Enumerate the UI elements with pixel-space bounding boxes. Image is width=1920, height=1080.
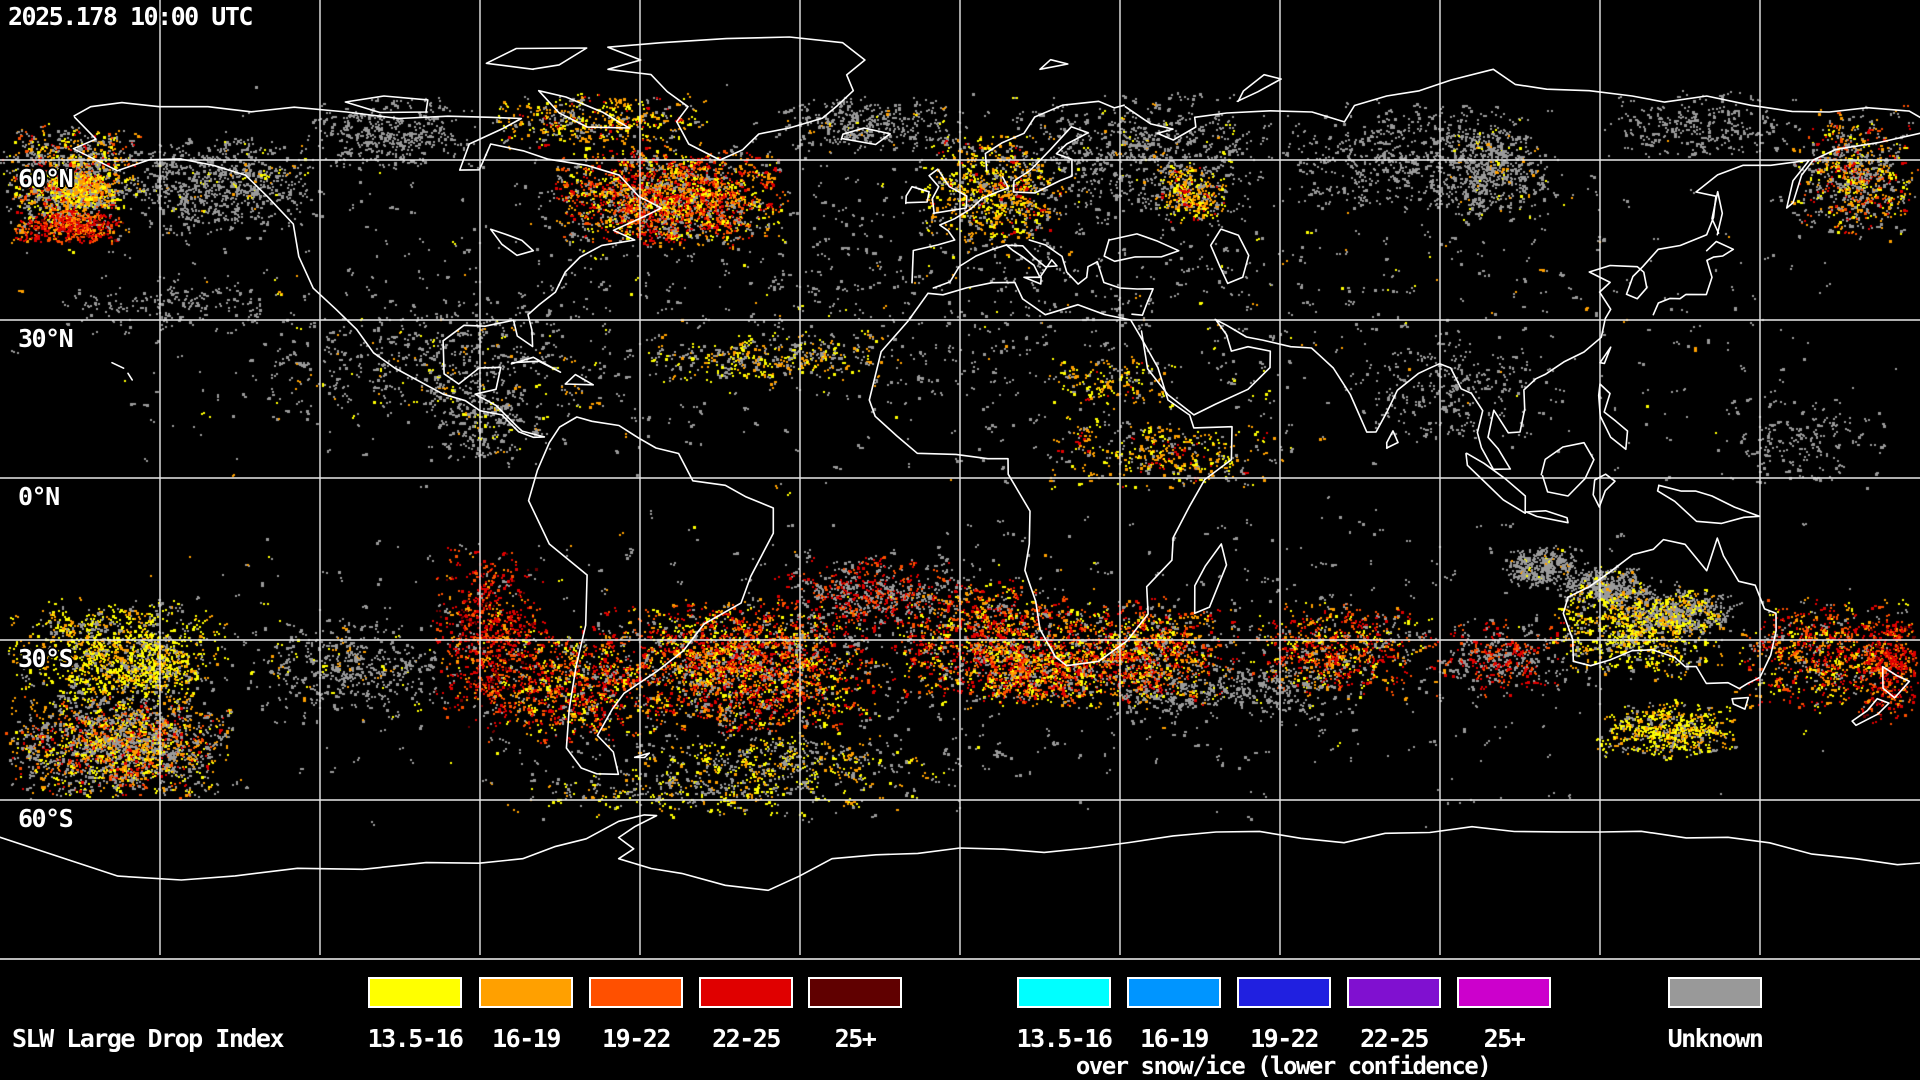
legend-swatch-std-16-19 bbox=[479, 977, 573, 1008]
legend-swatch-snowice-22-25 bbox=[1347, 977, 1441, 1008]
legend-snowice-caption: over snow/ice (lower confidence) bbox=[1075, 1052, 1492, 1080]
legend-swatch-std-19-22 bbox=[589, 977, 683, 1008]
coastline bbox=[1711, 190, 1724, 236]
coastline bbox=[1851, 697, 1890, 727]
coastline bbox=[633, 752, 651, 759]
coastline bbox=[911, 176, 1010, 284]
coastline bbox=[868, 281, 1233, 667]
coastline bbox=[1028, 239, 1154, 316]
coastline bbox=[485, 47, 588, 71]
coastline bbox=[1597, 383, 1629, 451]
legend-swatch-std-13.5-16 bbox=[368, 977, 462, 1008]
coastline bbox=[72, 101, 663, 439]
latitude-label: 60°N bbox=[18, 164, 74, 193]
legend-bin-label: 19-22 bbox=[602, 1024, 671, 1053]
legend-swatch-snowice-16-19 bbox=[1127, 977, 1221, 1008]
coastline bbox=[1881, 665, 1911, 699]
coastline bbox=[510, 356, 562, 373]
legend-bin-label: 13.5-16 bbox=[367, 1024, 464, 1053]
legend-bin-label: 25+ bbox=[1483, 1024, 1526, 1053]
latitude-label: 0°N bbox=[18, 482, 60, 511]
coastline bbox=[1385, 430, 1399, 450]
legend-bin-label: 16-19 bbox=[1140, 1024, 1209, 1053]
coastline bbox=[0, 814, 1920, 892]
legend-swatch-snowice-13.5-16 bbox=[1017, 977, 1111, 1008]
coastline bbox=[1656, 484, 1761, 525]
coastline bbox=[607, 36, 866, 161]
coastline bbox=[127, 372, 133, 381]
coastline bbox=[840, 127, 891, 146]
legend-swatch-snowice-25+ bbox=[1457, 977, 1551, 1008]
coastline bbox=[1006, 244, 1058, 279]
world-map: 2025.178 10:00 UTC 60°N 30°N 0°N 30°S 60°S bbox=[0, 0, 1920, 960]
coastline bbox=[489, 228, 535, 257]
coastline bbox=[1592, 473, 1616, 508]
map-bottom-border bbox=[0, 958, 1920, 960]
legend-bar: SLW Large Drop Index 13.5-16 16-19 19-22 22… bbox=[0, 960, 1920, 1080]
legend-swatch-unknown-Unknown bbox=[1668, 977, 1762, 1008]
coastline bbox=[984, 100, 1125, 172]
coastline bbox=[111, 361, 125, 369]
coastline bbox=[928, 168, 968, 215]
legend-bin-label: 22-25 bbox=[1360, 1024, 1429, 1053]
coastline bbox=[344, 95, 429, 114]
coastline bbox=[1039, 58, 1069, 71]
coastline bbox=[1209, 228, 1250, 285]
legend-bin-label: 16-19 bbox=[492, 1024, 561, 1053]
coastline bbox=[537, 89, 631, 129]
coastline bbox=[1731, 696, 1750, 710]
coastline bbox=[1140, 319, 1272, 416]
coastline bbox=[1193, 543, 1228, 615]
legend-swatch-snowice-19-22 bbox=[1237, 977, 1331, 1008]
coastline bbox=[1023, 276, 1042, 285]
coastline bbox=[1524, 510, 1569, 524]
coastline bbox=[1562, 537, 1777, 690]
legend-bin-label: 19-22 bbox=[1250, 1024, 1319, 1053]
timestamp: 2025.178 10:00 UTC bbox=[8, 2, 253, 31]
coastline bbox=[1236, 73, 1282, 103]
latitude-label: 60°S bbox=[18, 804, 74, 833]
coastline bbox=[1599, 346, 1612, 365]
legend-bin-label: Unknown bbox=[1667, 1024, 1764, 1053]
coastline bbox=[527, 416, 775, 776]
legend-bin-label: 22-25 bbox=[712, 1024, 781, 1053]
legend-bin-label: 13.5-16 bbox=[1016, 1024, 1113, 1053]
latitude-label: 30°S bbox=[18, 644, 74, 673]
coastline bbox=[1124, 68, 1920, 141]
coastline bbox=[1652, 240, 1735, 316]
coastline bbox=[1465, 452, 1527, 514]
coastline bbox=[1540, 441, 1595, 497]
coastline bbox=[1012, 126, 1089, 194]
coastline-grid-layer bbox=[0, 0, 1920, 955]
legend-bin-label: 25+ bbox=[834, 1024, 877, 1053]
coastline bbox=[1103, 233, 1180, 263]
coastline bbox=[905, 185, 930, 205]
legend-title: SLW Large Drop Index bbox=[12, 1024, 285, 1053]
coastline bbox=[932, 244, 1008, 289]
legend-swatch-std-22-25 bbox=[699, 977, 793, 1008]
latitude-label: 30°N bbox=[18, 324, 74, 353]
legend-swatch-std-25+ bbox=[808, 977, 902, 1008]
coastline bbox=[564, 373, 594, 386]
coastline bbox=[1214, 132, 1920, 471]
